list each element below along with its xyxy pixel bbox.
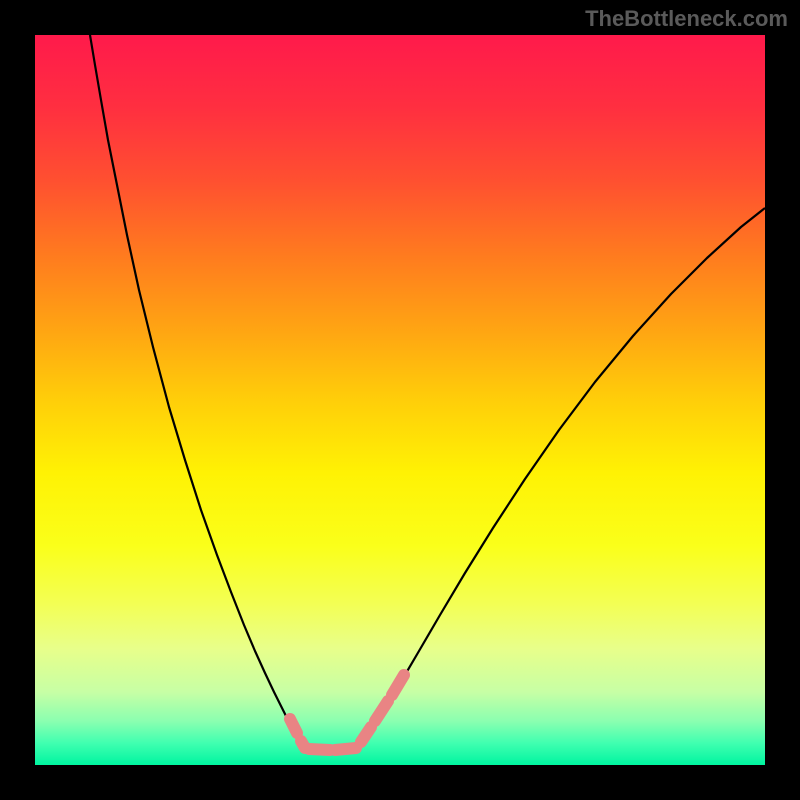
plot-svg bbox=[35, 35, 765, 765]
gradient-background bbox=[35, 35, 765, 765]
overlay-mark bbox=[335, 748, 356, 750]
chart-container: TheBottleneck.com bbox=[0, 0, 800, 800]
overlay-mark bbox=[290, 719, 297, 733]
overlay-mark bbox=[309, 749, 330, 750]
watermark-text: TheBottleneck.com bbox=[585, 6, 788, 32]
plot-area bbox=[35, 35, 765, 765]
overlay-mark bbox=[361, 727, 371, 742]
